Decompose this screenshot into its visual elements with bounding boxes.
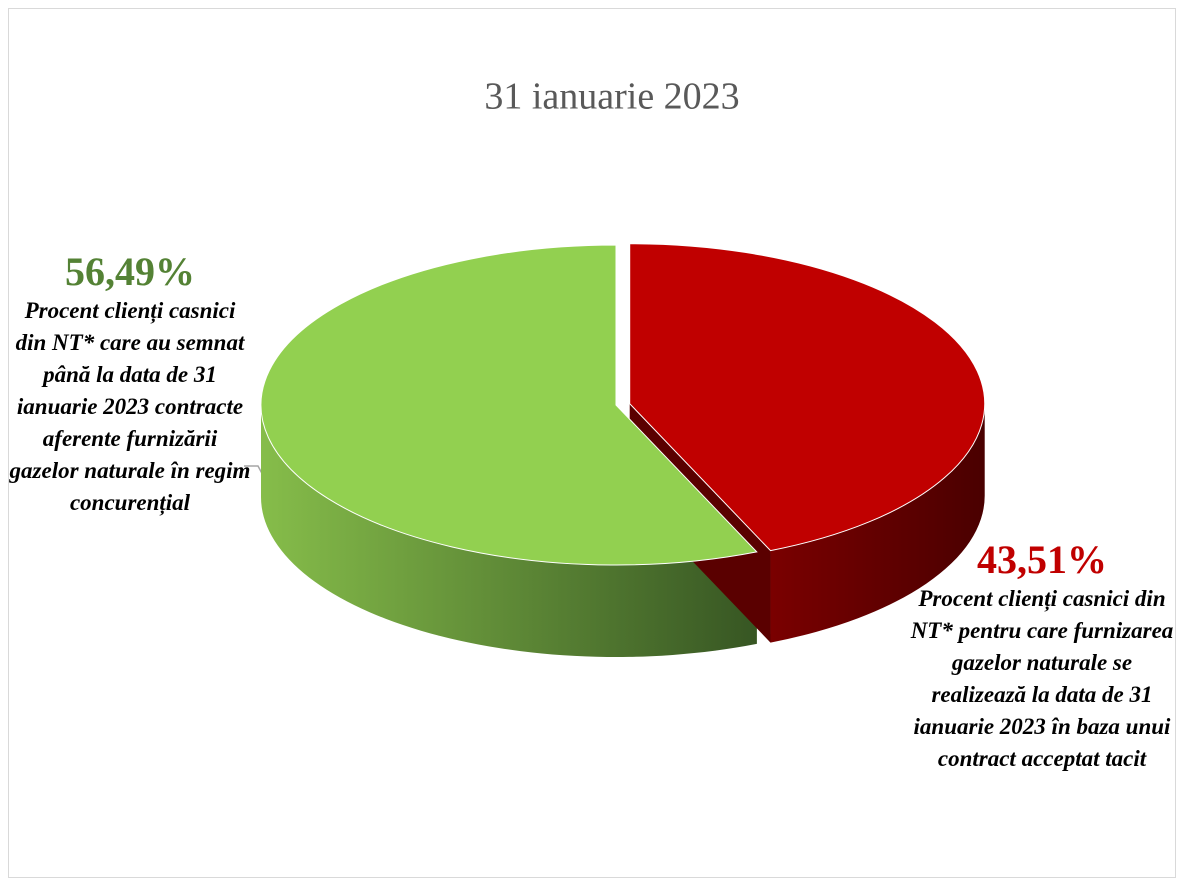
slice-wall <box>261 405 757 657</box>
category-label: Procent clienți casnici din NT* pentru c… <box>910 586 1174 771</box>
slice <box>629 243 986 552</box>
category-label: Procent clienți casnici din NT* care au … <box>9 298 251 515</box>
slice-label: 56,49% Procent clienți casnici din NT* c… <box>8 248 252 519</box>
slice <box>260 244 758 566</box>
slice-wall <box>770 403 985 643</box>
chart-title: 31 ianuarie 2023 <box>484 76 739 118</box>
value-label: 56,49% <box>65 249 195 294</box>
slice-label: 43,51% Procent clienți casnici din NT* p… <box>904 536 1180 775</box>
value-label: 43,51% <box>977 537 1107 582</box>
